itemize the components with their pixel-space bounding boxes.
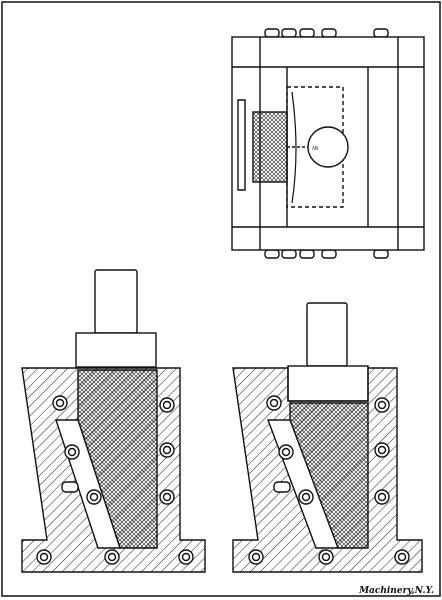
left-pin: [61, 481, 79, 493]
left-die-block: [77, 369, 158, 549]
left-plunger: [94, 269, 138, 334]
bolt-heads-top: [264, 28, 389, 38]
right-plunger: [306, 302, 348, 367]
left-bolt-holes: [36, 395, 194, 565]
slug-crosshatch: [252, 111, 288, 183]
bolt-heads-bottom: [264, 249, 389, 259]
caption-text: Machinery,N.Y.: [359, 586, 434, 596]
section-right: [232, 302, 423, 573]
side-lug: [237, 99, 246, 191]
left-plunger-collar: [75, 332, 157, 368]
tiny-label: ɅN: [312, 146, 318, 152]
section-left: [21, 269, 206, 573]
right-pin: [273, 481, 291, 493]
right-plunger-collar: [287, 365, 369, 402]
top-plan-view: ɅN: [231, 28, 425, 259]
punch-circle: [307, 126, 349, 168]
right-bolt-holes: [248, 395, 410, 565]
